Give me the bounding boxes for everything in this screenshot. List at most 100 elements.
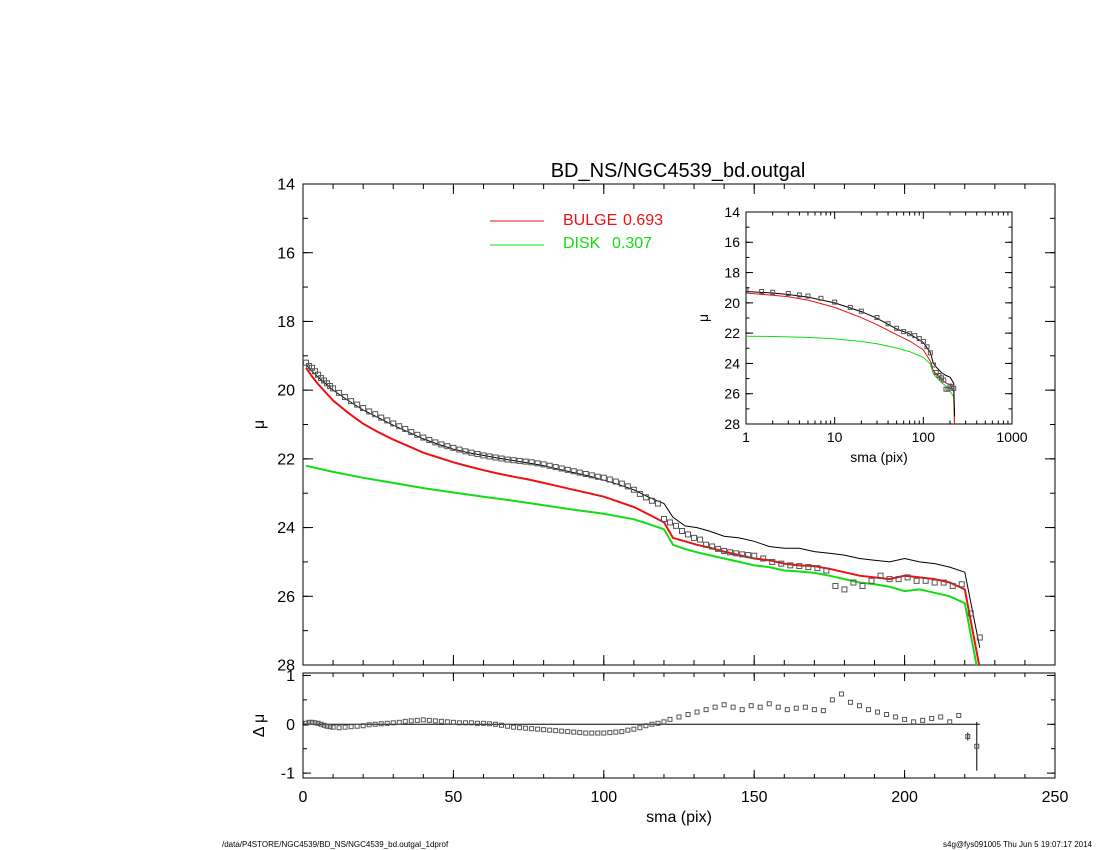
residual-data-point [306,719,312,725]
main-data-point [940,579,947,586]
residual-data-point [643,723,649,729]
inset-ytick-label: 20 [724,295,740,311]
residual-data-point [468,720,474,726]
residual-data-point [607,730,613,736]
residual-data-point [929,715,935,721]
inset-data-point [796,292,802,298]
main-data-point [360,405,367,412]
residual-data-point [462,720,468,726]
residual-ytick-label: 1 [286,668,295,685]
residual-data-point [315,720,321,726]
main-data-point [378,414,385,421]
main-data-point [606,476,613,483]
inset-xtick-label: 1 [742,429,750,445]
main-data-point [330,385,337,392]
residual-data-point [655,720,661,726]
inset-data-point [858,308,864,314]
main-data-point [739,551,746,558]
residual-data-point [875,709,881,715]
residual-data-point [517,725,523,731]
residual-data-point [559,728,565,734]
residual-data-point [667,716,673,722]
main-data-point [576,469,583,476]
main-data-point [715,545,722,552]
main-data-point [636,490,643,497]
footer-file-path: /data/P4STORE/NGC4539/BD_NS/NGC4539_bd.o… [222,840,449,849]
residual-data-point [829,697,835,703]
main-data-point [303,359,310,366]
main-data-point [402,425,409,432]
main-data-point [751,552,758,559]
main-data-point [895,576,902,583]
main-data-point [588,472,595,479]
residual-data-point [589,730,595,736]
residual-xtick-label: 150 [741,789,768,806]
residual-frame [302,672,1056,779]
residual-data-point [856,703,862,709]
main-ytick-label: 20 [277,383,295,400]
main-bulge-line [305,367,981,665]
residual-data-point [637,725,643,731]
main-data-point [913,577,920,584]
main-data-point [841,586,848,593]
main-data-point [570,468,577,475]
residual-ytick-label: 0 [286,717,295,734]
main-data-point [492,454,499,461]
main-data-point [624,483,631,490]
main-ytick-label: 24 [277,520,295,537]
inset-data-point [901,329,907,335]
residual-data-point [956,712,962,718]
residual-data-point [336,725,342,731]
residual-data-point [535,726,541,732]
residual-data-point [474,720,480,726]
main-data-point [949,582,956,589]
main-data-point [540,461,547,468]
residual-data-point [309,719,315,725]
main-data-point [336,389,343,396]
residual-xlabel: sma (pix) [646,809,712,826]
residual-data-point [318,721,324,727]
inset-xtick-label: 100 [912,429,936,445]
residual-data-point [450,719,456,725]
residual-data-point [847,699,853,705]
inset-data-point [907,331,913,337]
main-data-point [922,577,929,584]
residual-data-point [348,724,354,730]
inset-data-point [746,288,749,294]
residual-data-point [784,707,790,713]
inset-ytick-label: 14 [724,204,740,220]
chart-title: BD_NS/NGC4539_bd.outgal [551,160,806,182]
footer-timestamp: s4g@fys091005 Thu Jun 5 19:07:17 2014 [943,840,1092,849]
main-data-point [660,515,667,522]
main-data-point [931,579,938,586]
residual-data-point [685,712,691,718]
residual-data-point [619,729,625,735]
residual-data-point [438,718,444,724]
residual-data-point [384,720,390,726]
main-data-point [510,457,517,464]
residual-data-point [366,722,372,728]
inset-data-point [805,293,811,299]
main-model-line [305,364,981,648]
residual-data-point [757,704,763,710]
inset-ytick-label: 18 [724,264,740,280]
main-data-point [306,363,313,370]
residual-data-point [811,707,817,713]
residual-data-point [748,703,754,709]
main-data-point [426,436,433,443]
main-data-point [462,448,469,455]
residual-data-point [396,719,402,725]
main-data-point [468,449,475,456]
inset-xtick-label: 1000 [996,429,1027,445]
residual-xtick-label: 100 [590,789,617,806]
inset-data-point [927,350,933,356]
residual-data-point [893,714,899,720]
residual-data-point [974,743,980,749]
residual-data-point [493,721,499,727]
main-data-point [396,423,403,430]
inset-data-point [941,377,947,383]
residual-data-point [595,730,601,736]
main-ytick-label: 14 [277,177,295,194]
inset-ytick-label: 22 [724,325,740,341]
